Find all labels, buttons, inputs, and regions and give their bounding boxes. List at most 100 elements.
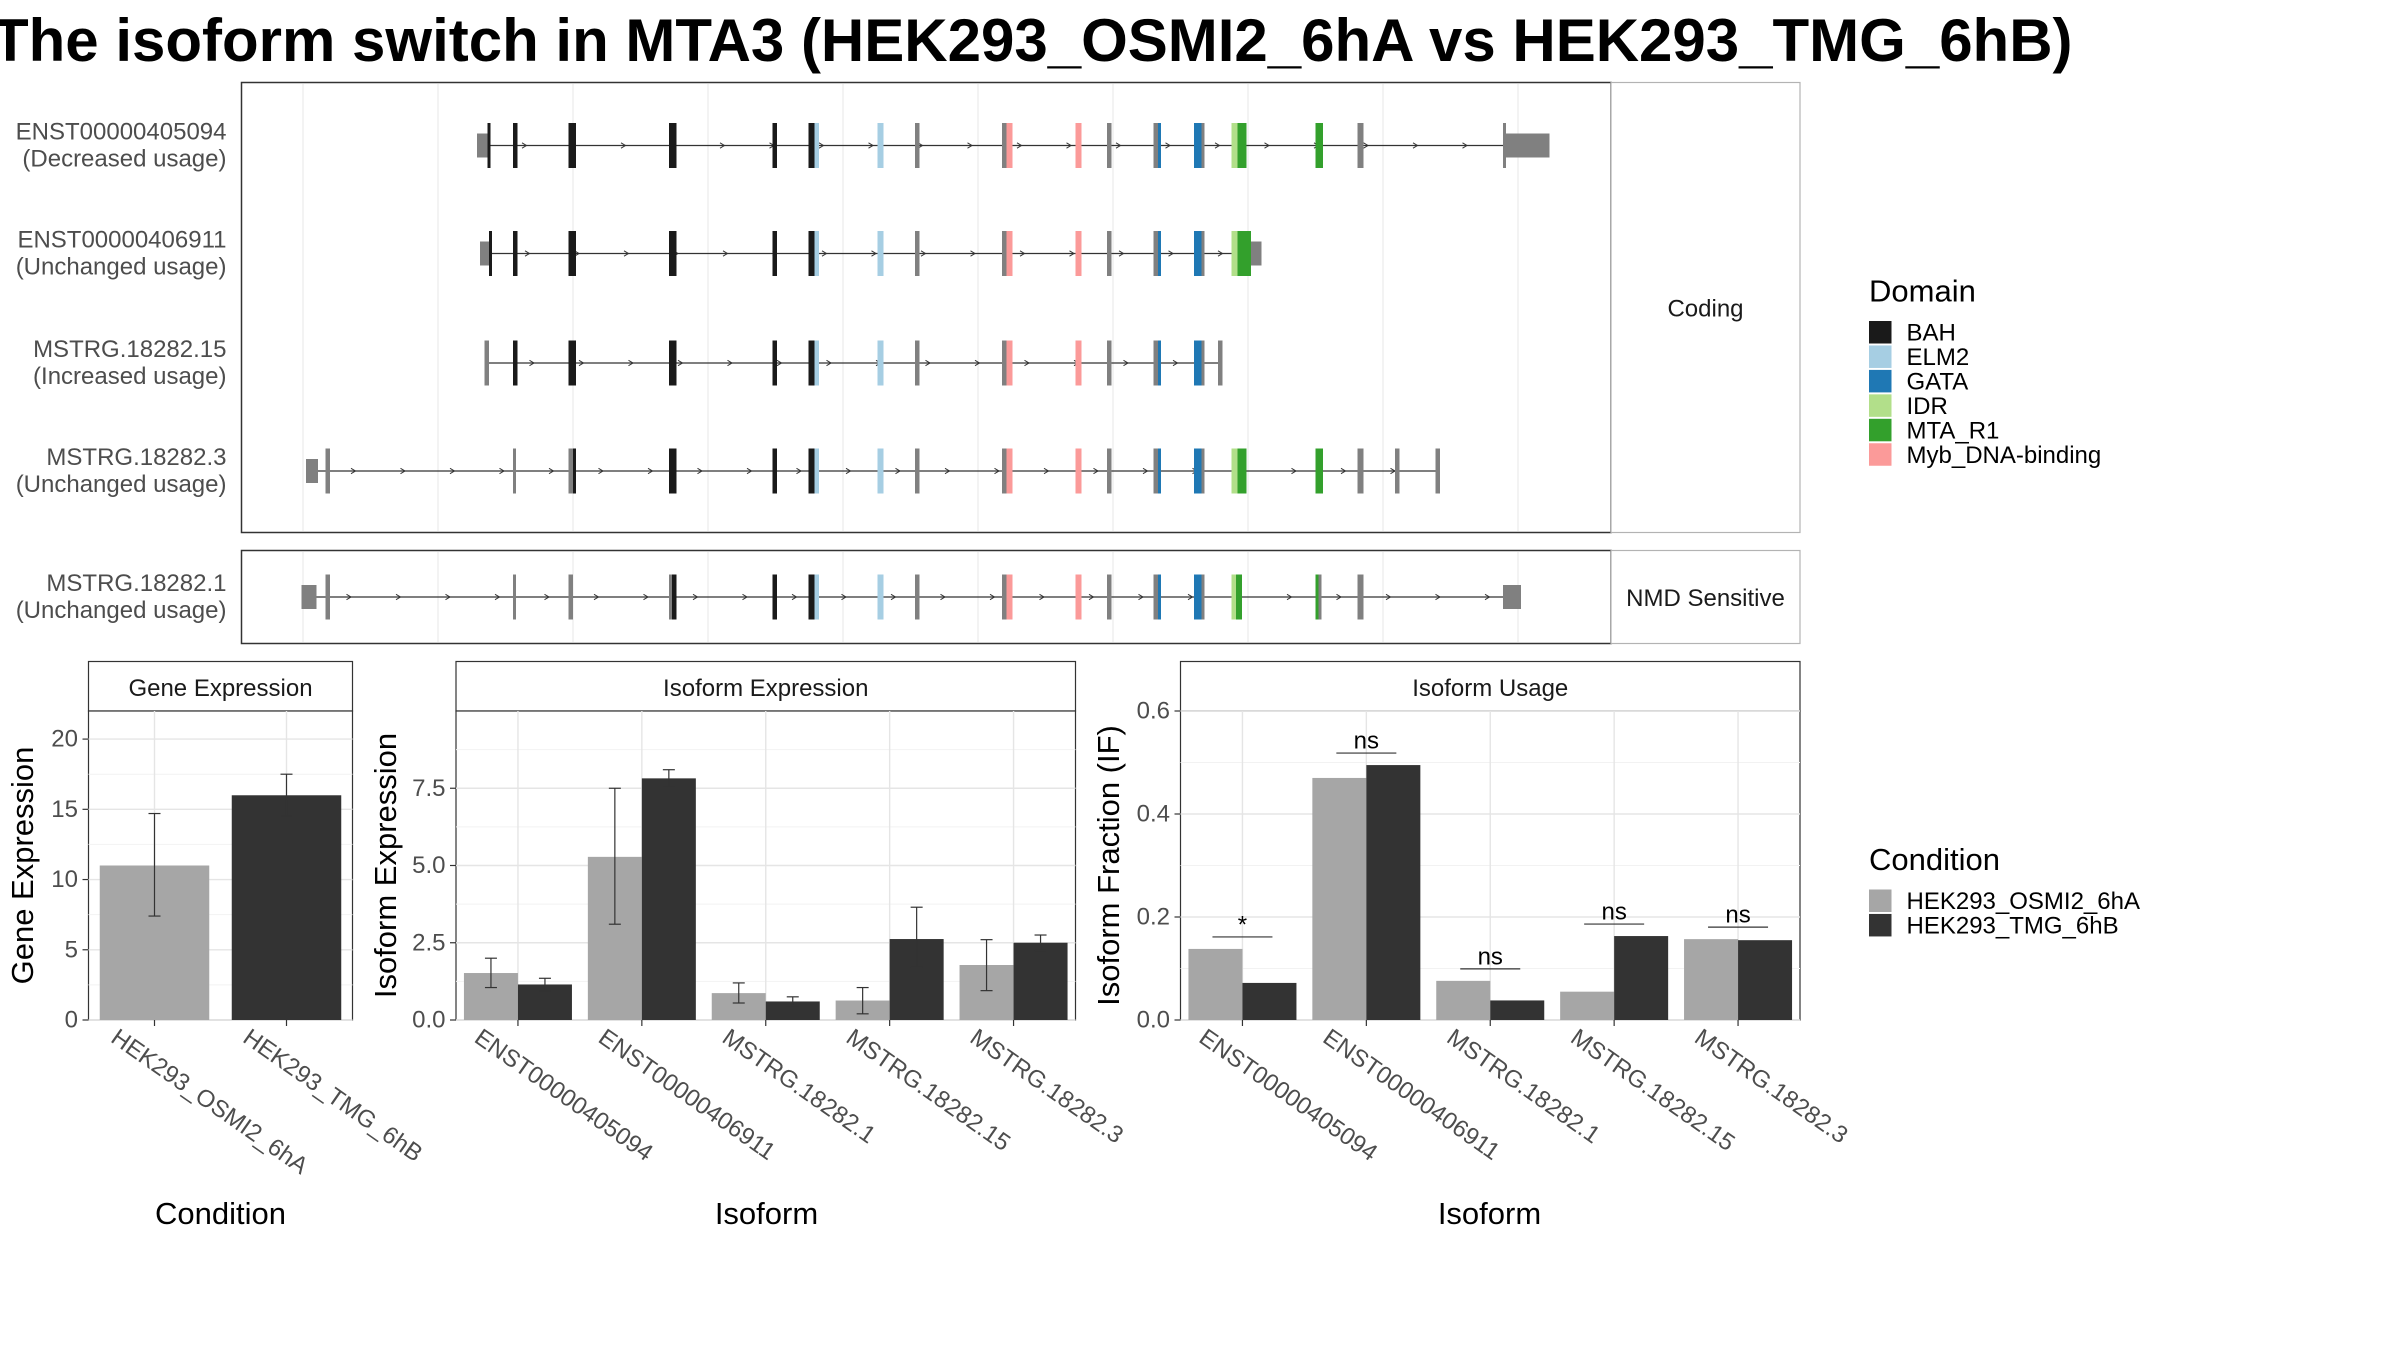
exon-block [877, 231, 884, 276]
bar [641, 778, 696, 1020]
direction-arrow [529, 359, 535, 367]
direction-arrow [944, 467, 951, 475]
exon-block [877, 574, 884, 620]
exon-block [513, 340, 518, 386]
exon-block [1158, 231, 1161, 276]
direction-arrow [746, 467, 753, 475]
exon-block [1237, 448, 1247, 494]
direction-arrow [920, 250, 927, 257]
exon-block [808, 574, 815, 620]
significance-label: ns [1601, 899, 1626, 926]
transcript-usage: (Increased usage) [33, 363, 226, 390]
exon-block [1153, 123, 1158, 168]
exon-block [1153, 574, 1158, 620]
significance-label: ns [1725, 902, 1750, 929]
exon-block [1506, 133, 1550, 158]
exon-block [306, 459, 318, 483]
exon-block [1236, 574, 1242, 620]
exon-block [1158, 448, 1161, 494]
y-tick-label: 0.0 [1137, 1007, 1170, 1034]
exon-block [1006, 574, 1013, 620]
direction-arrow [1138, 593, 1144, 601]
exon-block [1153, 231, 1158, 276]
transcript-id: MSTRG.18282.15 [33, 336, 226, 363]
x-axis-title: Condition [155, 1196, 286, 1231]
exon-block [672, 574, 677, 620]
legend-domain-swatch [1869, 321, 1892, 344]
exon-block [669, 574, 672, 620]
exon-block [1002, 340, 1007, 386]
direction-arrow [1172, 359, 1179, 367]
exon-block [513, 448, 516, 494]
panel-title: Isoform Expression [663, 675, 868, 702]
y-tick-label: 5 [65, 936, 78, 963]
exon-block [1107, 574, 1112, 620]
direction-arrow [598, 467, 604, 475]
transcript-usage: (Unchanged usage) [16, 254, 227, 281]
direction-arrow [1165, 142, 1171, 149]
bar [1684, 939, 1739, 1020]
legends: Domain BAHELM2GATAIDRMTA_R1Myb_DNA-bindin… [1869, 274, 2140, 939]
exon-block [1107, 123, 1112, 168]
direction-arrow [871, 250, 877, 257]
exon-block [513, 123, 518, 168]
legend-domain-swatch [1869, 418, 1892, 442]
direction-arrow [974, 359, 981, 367]
exon-block [1002, 574, 1007, 620]
direction-arrow [925, 359, 931, 367]
bar [1366, 765, 1421, 1020]
page-title: The isoform switch in MTA3 (HEK293_OSMI2… [0, 7, 2073, 74]
direction-arrow [722, 250, 729, 257]
direction-arrow [967, 142, 973, 149]
bar [1436, 980, 1491, 1020]
direction-arrow [776, 359, 783, 367]
bar [231, 795, 342, 1020]
coding-strip [1610, 81, 1801, 534]
exon-block [814, 448, 819, 494]
direction-arrow [826, 359, 832, 367]
significance-label: ns [1478, 943, 1503, 970]
facet-label-nmd: NMD Sensitive [1626, 585, 1785, 612]
exon-block [1107, 448, 1112, 494]
exon-block [1153, 448, 1158, 494]
direction-arrow [1363, 142, 1369, 149]
transcript-usage: (Decreased usage) [22, 146, 226, 173]
direction-arrow [1115, 142, 1122, 149]
exon-block [772, 231, 777, 276]
exon-block [1357, 448, 1364, 494]
direction-arrow [1019, 250, 1026, 257]
bar-chart-panel: Gene Expression05101520HEK293_OSMI2_6hAH… [5, 660, 427, 1231]
direction-arrow [524, 250, 531, 257]
exon-block [568, 340, 576, 386]
legend-domain-swatch [1869, 394, 1892, 417]
exon-block [808, 231, 815, 276]
y-tick-label: 5.0 [412, 852, 445, 879]
exon-block [1075, 123, 1082, 168]
transcript-row: MSTRG.18282.15(Increased usage) [33, 336, 1223, 390]
transcript-row: MSTRG.18282.3(Unchanged usage) [16, 444, 1440, 498]
direction-arrow [628, 359, 634, 367]
legend-domain-label: ELM2 [1907, 344, 1970, 371]
exon-block [568, 123, 576, 168]
facet-label-coding: Coding [1667, 296, 1743, 323]
legend-domain-title: Domain [1869, 274, 1976, 309]
significance-label: ns [1354, 728, 1379, 755]
transcript-id: ENST00000405094 [16, 119, 227, 146]
exon-block [1201, 231, 1205, 276]
exon-block [915, 231, 920, 276]
exon-block [1194, 231, 1202, 276]
direction-arrow [1340, 467, 1347, 475]
direction-arrow [593, 593, 600, 601]
direction-arrow [1088, 593, 1095, 601]
exon-block [1201, 123, 1205, 168]
y-tick-label: 0.4 [1137, 801, 1170, 828]
exon-block [669, 448, 677, 494]
exon-block [1075, 231, 1082, 276]
exon-block [301, 585, 317, 609]
y-tick-label: 15 [51, 796, 78, 823]
legend-condition-title: Condition [1869, 842, 2000, 877]
exon-block [1006, 231, 1013, 276]
exon-block [1231, 574, 1236, 620]
transcript-structure-panel: Coding NMD Sensitive ENST00000405094(Decre… [16, 81, 1801, 645]
